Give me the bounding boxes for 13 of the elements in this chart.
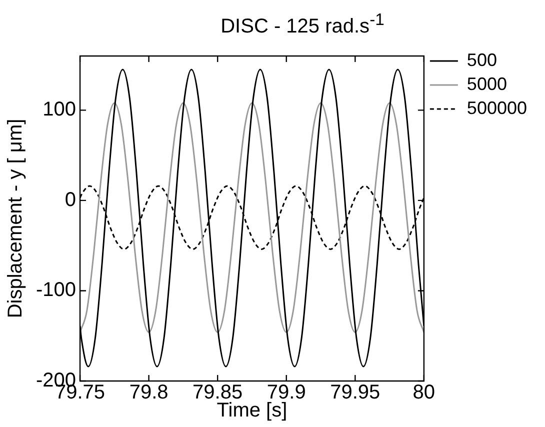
x-axis-title: Time [s] (216, 400, 288, 422)
line-series (80, 102, 424, 333)
y-tick-label: -100 (36, 279, 76, 302)
legend-label: 5000 (466, 74, 507, 94)
legend-label: 500000 (466, 98, 528, 118)
x-tick-label: 80 (412, 382, 436, 404)
y-tick-label: 0 (64, 188, 76, 211)
x-tick-label: 79.8 (129, 382, 168, 404)
legend-label: 500 (466, 50, 497, 70)
chart-title: DISC - 125 rad.s$^{-1}$ (220, 9, 386, 40)
y-tick-label: 100 (42, 98, 76, 121)
x-tick-label: 79.95 (330, 382, 380, 404)
y-axis-title: Displacement - y [ μm] (4, 118, 27, 318)
